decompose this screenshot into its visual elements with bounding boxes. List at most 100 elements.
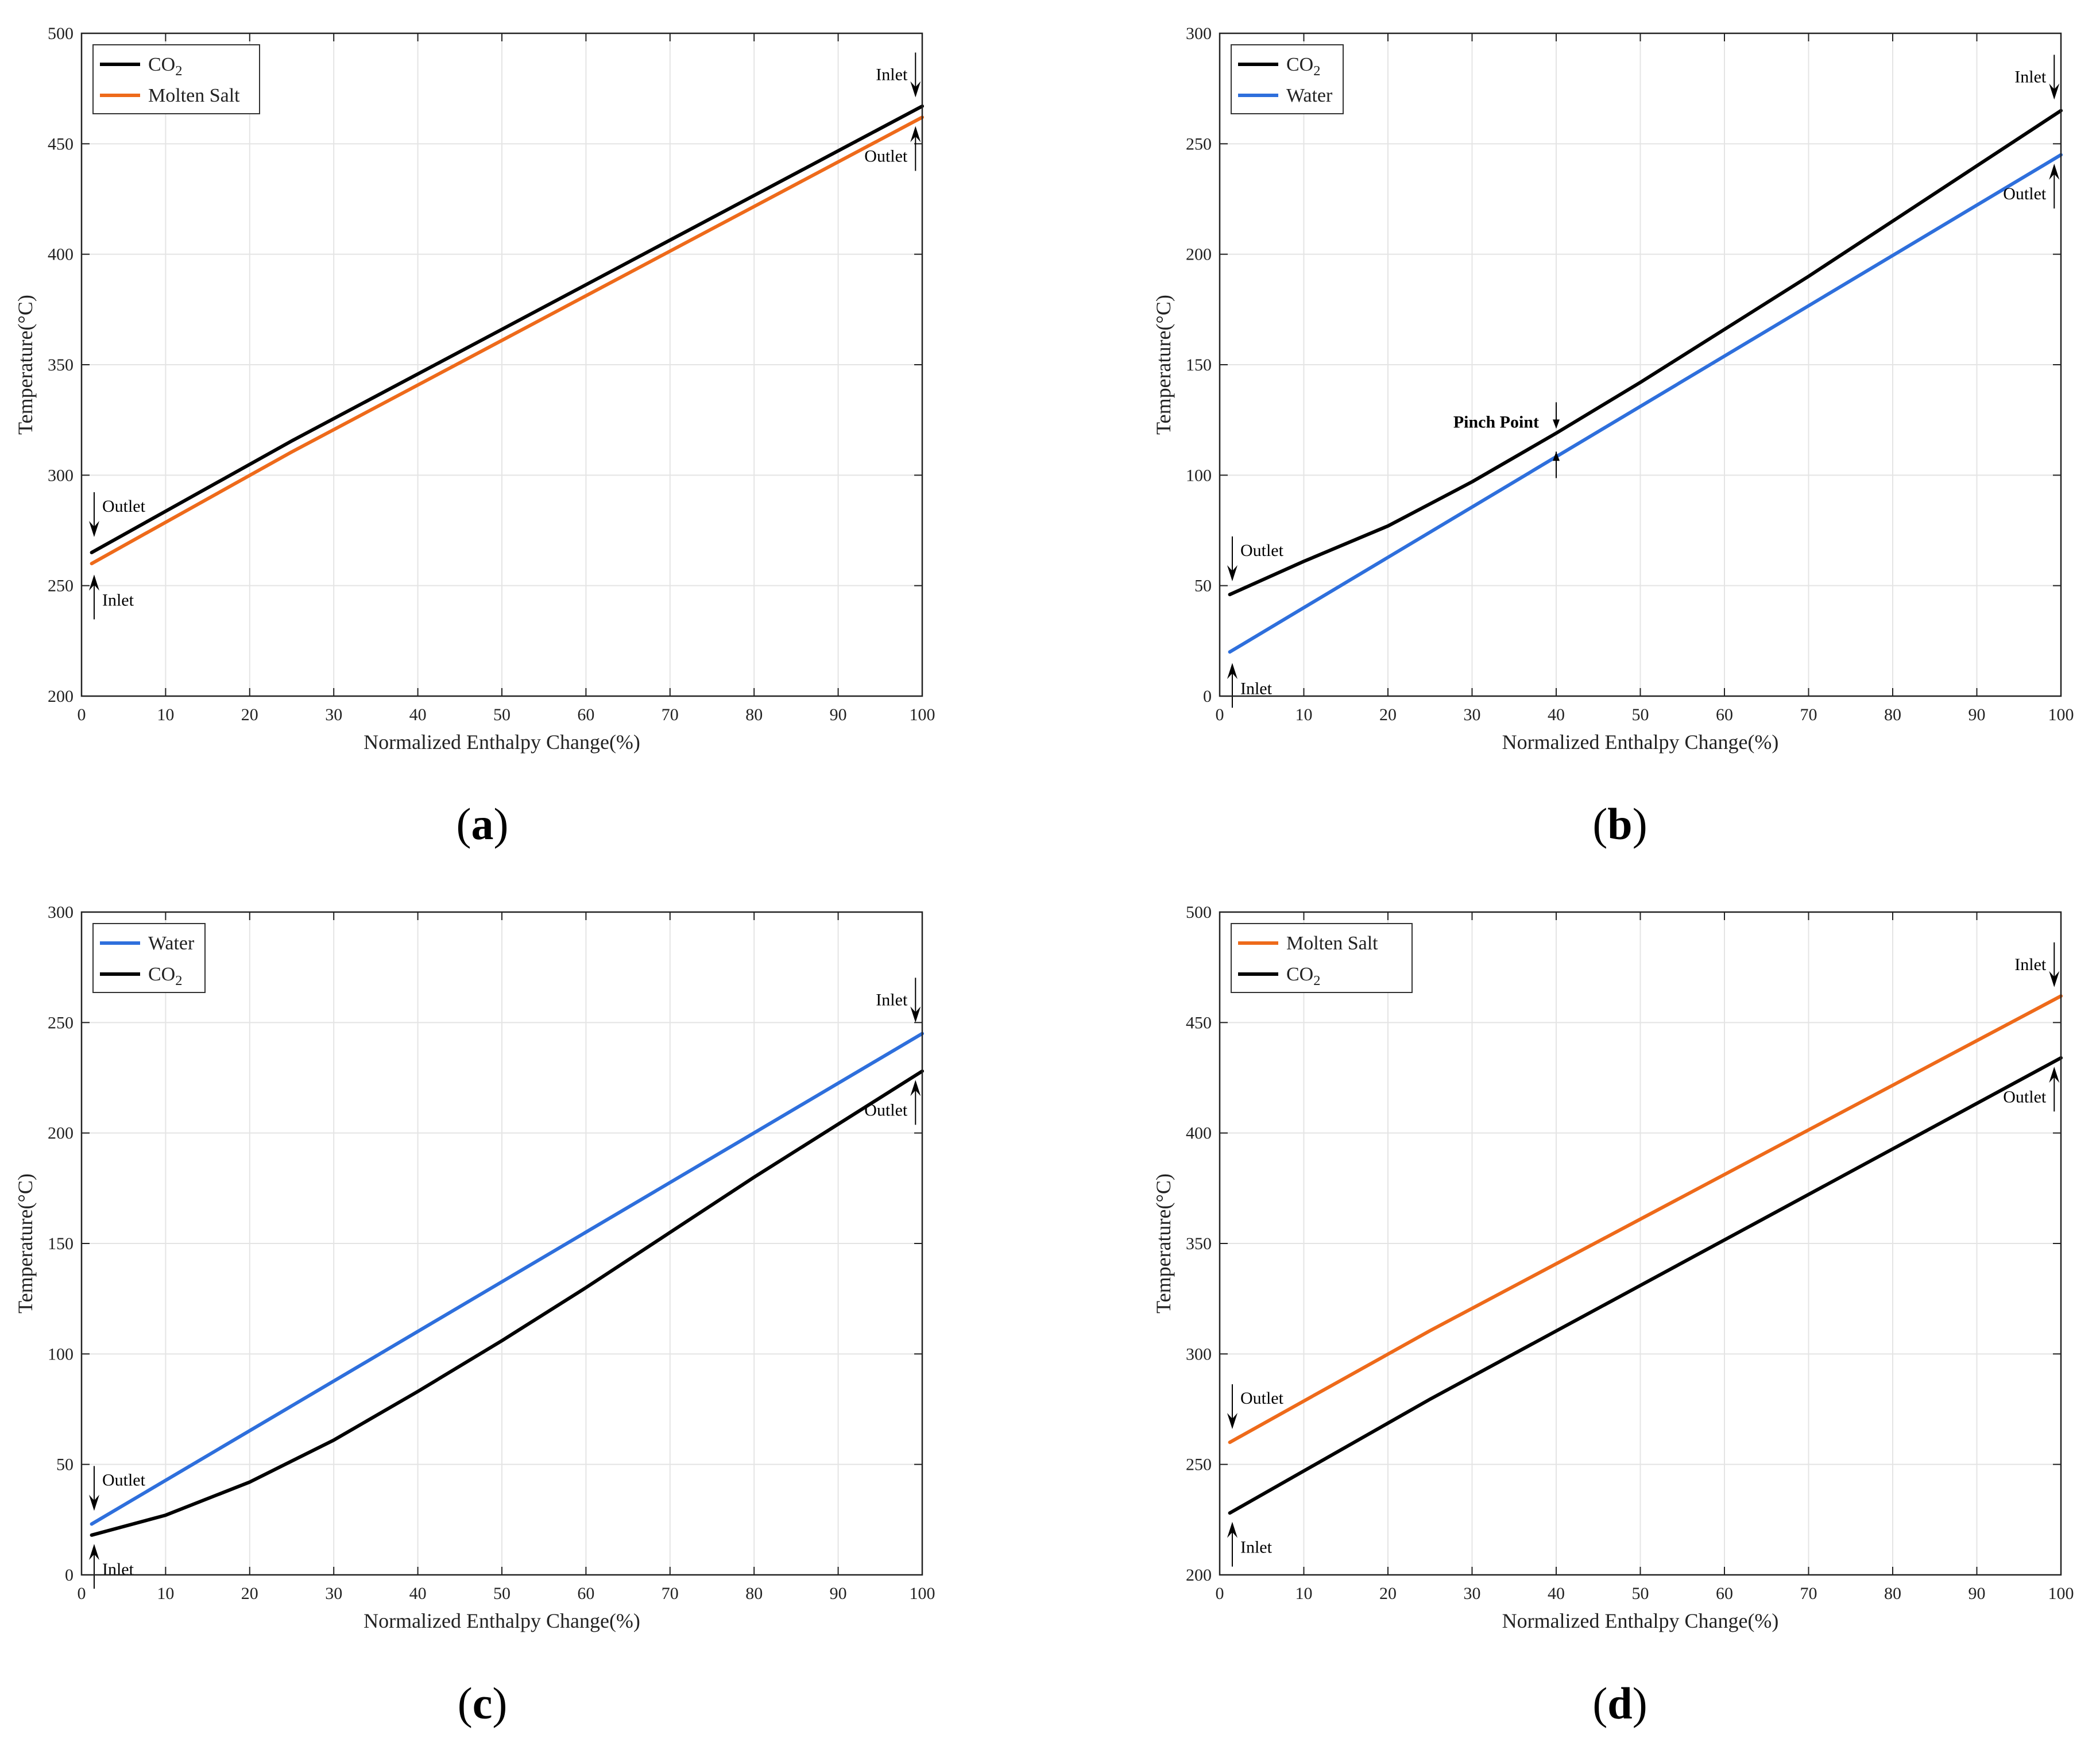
x-tick-label: 20 — [1379, 705, 1397, 724]
annotation-label: Outlet — [2003, 1087, 2047, 1106]
y-tick-label: 300 — [48, 466, 74, 485]
x-tick-label: 20 — [241, 1584, 258, 1603]
x-tick-label: 50 — [493, 1584, 511, 1603]
annotation-arrow-head — [1227, 663, 1237, 679]
series-line-0 — [90, 104, 924, 554]
y-tick-label: 200 — [48, 687, 74, 706]
y-axis-label: Temperature(°C) — [14, 1173, 37, 1314]
legend-box — [1231, 44, 1344, 114]
annotation-label: Outlet — [102, 497, 146, 516]
annotation-label: Outlet — [864, 1100, 908, 1119]
series-line-1 — [1228, 1056, 2063, 1515]
y-tick-label: 350 — [48, 356, 74, 374]
x-tick-label: 80 — [745, 1584, 763, 1603]
y-tick-label: 350 — [1186, 1234, 1212, 1253]
annotation-label: Inlet — [1240, 679, 1273, 698]
series-line-0 — [1228, 994, 2063, 1444]
x-tick-label: 30 — [325, 705, 342, 724]
y-tick-label: 500 — [48, 24, 74, 43]
y-tick-label: 450 — [48, 134, 74, 153]
series-line-1 — [90, 115, 924, 566]
annotation-arrow-head — [2049, 1067, 2060, 1083]
annotation-label: Outlet — [1240, 1389, 1284, 1408]
series-line-0 — [1228, 109, 2063, 597]
legend-label-1: Water — [1286, 85, 1333, 106]
x-tick-label: 70 — [1800, 705, 1817, 724]
axes-frame — [80, 911, 923, 1576]
x-tick-label: 30 — [1464, 1584, 1481, 1603]
annotation-label: Inlet — [876, 990, 908, 1009]
axes-frame — [80, 32, 923, 697]
y-tick-label: 250 — [1186, 134, 1212, 153]
annotation-label: Inlet — [102, 1560, 134, 1579]
x-tick-label: 40 — [409, 705, 427, 724]
x-tick-label: 60 — [577, 1584, 594, 1603]
legend-label-1: Molten Salt — [148, 85, 240, 106]
x-tick-label: 90 — [830, 1584, 847, 1603]
annotation-4: Pinch Point — [1453, 402, 1560, 478]
x-tick-label: 10 — [157, 1584, 174, 1603]
annotation-0: Outlet — [1227, 536, 1284, 581]
legend-label-0: Molten Salt — [1286, 933, 1378, 954]
annotation-1: Inlet — [88, 574, 134, 620]
annotation-1: Inlet — [1227, 1521, 1273, 1567]
x-tick-label: 0 — [1216, 1584, 1224, 1603]
annotation-arrow-head — [2049, 163, 2060, 180]
annotation-label: Outlet — [2003, 184, 2047, 203]
y-tick-label: 300 — [48, 903, 74, 922]
annotation-arrow-head — [88, 1544, 99, 1561]
annotation-3: Outlet — [2003, 163, 2060, 208]
axes-frame — [1219, 911, 2062, 1576]
legend-box — [92, 44, 260, 114]
x-tick-label: 20 — [241, 705, 258, 724]
annotation-arrow-head — [910, 1080, 921, 1096]
x-tick-label: 50 — [1632, 1584, 1649, 1603]
annotation-label: Inlet — [2014, 955, 2047, 974]
x-tick-label: 10 — [157, 705, 174, 724]
chart-panel-d: 0 10 20 30 40 50 60 70 80 90 100 200 250 300 350 400 450… — [1050, 871, 2100, 1742]
x-tick-label: 10 — [1295, 705, 1313, 724]
pinch-arrow-head-top — [1553, 419, 1560, 429]
y-tick-label: 400 — [1186, 1124, 1212, 1143]
x-tick-label: 0 — [78, 1584, 86, 1603]
x-tick-label: 70 — [1800, 1584, 1817, 1603]
y-tick-label: 400 — [48, 245, 74, 264]
y-tick-label: 0 — [1203, 687, 1212, 706]
annotation-label: Inlet — [102, 590, 134, 609]
legend: Water CO2 — [92, 923, 206, 993]
panel-label-a: (a) — [456, 799, 509, 849]
annotation-2: Inlet — [2014, 942, 2060, 987]
x-tick-label: 60 — [577, 705, 594, 724]
y-tick-label: 300 — [1186, 24, 1212, 43]
annotation-arrow-head — [88, 521, 99, 538]
annotation-1: Inlet — [88, 1544, 134, 1589]
x-tick-label: 90 — [1968, 705, 1986, 724]
annotation-0: Outlet — [1227, 1384, 1284, 1430]
x-axis-label: Normalized Enthalpy Change(%) — [1502, 731, 1779, 754]
x-tick-label: 100 — [2048, 1584, 2074, 1603]
annotation-label: Inlet — [2014, 67, 2047, 86]
panel-label-c: (c) — [457, 1678, 508, 1728]
legend-box — [92, 923, 206, 993]
chart-svg-b: 0 10 20 30 40 50 60 70 80 90 100 0 50 100 150 200 250 300… — [1152, 24, 2074, 754]
x-tick-label: 30 — [325, 1584, 342, 1603]
x-tick-label: 40 — [1548, 1584, 1565, 1603]
annotation-label: Inlet — [876, 65, 908, 84]
annotation-arrow-head — [1227, 1413, 1237, 1430]
x-tick-label: 100 — [2048, 705, 2074, 724]
annotation-2: Inlet — [876, 978, 921, 1023]
x-tick-label: 0 — [1216, 705, 1224, 724]
x-tick-label: 60 — [1716, 1584, 1733, 1603]
y-tick-label: 300 — [1186, 1345, 1212, 1364]
y-tick-label: 50 — [56, 1455, 74, 1474]
annotation-arrow-head — [1227, 565, 1237, 581]
annotation-2: Inlet — [2014, 55, 2060, 100]
y-axis-label: Temperature(°C) — [1152, 1173, 1175, 1314]
y-axis-label: Temperature(°C) — [1152, 295, 1175, 435]
chart-panel-b: 0 10 20 30 40 50 60 70 80 90 100 0 50 100 150 200 250 300… — [1050, 0, 2100, 871]
annotation-label: Outlet — [102, 1470, 146, 1489]
annotation-0: Outlet — [88, 492, 146, 538]
y-tick-label: 250 — [1186, 1455, 1212, 1474]
annotation-arrow-head — [910, 126, 921, 142]
annotation-arrow-head — [88, 574, 99, 591]
